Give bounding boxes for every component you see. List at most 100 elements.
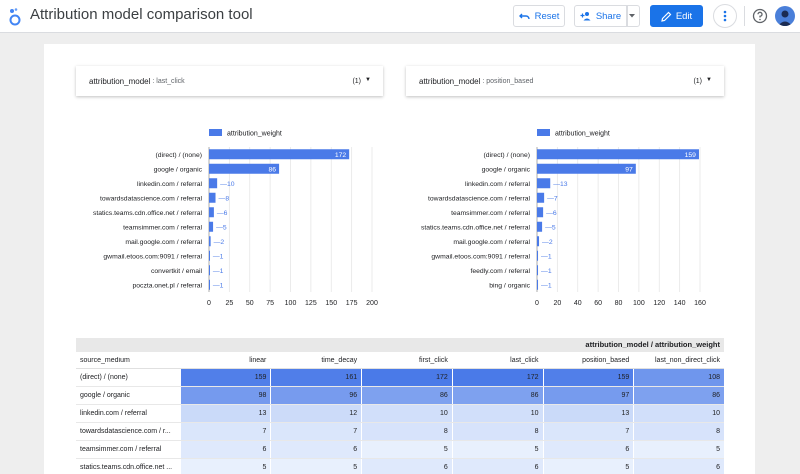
- category-label: gwmail.etoos.com:9091 / referral: [431, 253, 530, 260]
- column-header[interactable]: linear: [249, 356, 267, 364]
- value-cell: 6: [543, 441, 634, 458]
- value-cell: 7: [271, 423, 362, 440]
- data-label: —1: [213, 282, 224, 289]
- category-label: linkedin.com / referral: [137, 181, 202, 188]
- data-label: —13: [553, 181, 568, 188]
- bar: [209, 149, 350, 160]
- category-label: linkedin.com / referral: [465, 181, 530, 188]
- more-vert-icon: [723, 10, 727, 22]
- column-header[interactable]: last_click: [510, 356, 539, 364]
- table-header-row: source_medium linear time_decay first_click…: [76, 352, 724, 369]
- column-header[interactable]: source_medium: [80, 356, 130, 364]
- more-options-button[interactable]: [713, 4, 737, 28]
- header-divider: [744, 6, 745, 26]
- report-canvas: attribution_model: last_click (1) ▼ attr…: [44, 44, 755, 474]
- value-cell: 12: [271, 405, 362, 422]
- bar: [537, 221, 543, 232]
- x-tick-label: 0: [535, 300, 539, 307]
- table-row: linkedin.com / referral 13 12 10 10 13 10: [76, 405, 724, 423]
- bar: [209, 236, 211, 247]
- value-cell: 10: [452, 405, 543, 422]
- help-icon[interactable]: [752, 8, 768, 24]
- category-label: convertkit / email: [151, 268, 202, 275]
- value-cell: 6: [634, 459, 724, 474]
- category-label: google / organic: [482, 166, 531, 173]
- caret-down-icon: [628, 14, 635, 18]
- x-tick-label: 120: [653, 300, 665, 307]
- value-cell: 161: [271, 369, 362, 386]
- legend-swatch: [209, 129, 222, 136]
- bar: [537, 149, 699, 160]
- column-header[interactable]: first_click: [419, 356, 448, 364]
- x-tick-label: 20: [553, 300, 561, 307]
- data-label: 172: [335, 152, 347, 159]
- value-cell: 6: [452, 459, 543, 474]
- looker-studio-logo-icon: [9, 8, 21, 26]
- data-label: —1: [541, 282, 552, 289]
- filter-count: (1): [352, 77, 361, 85]
- value-cell: 10: [634, 405, 724, 422]
- value-cell: 6: [362, 459, 452, 474]
- edit-label: Edit: [675, 10, 693, 22]
- filter-control-last-click[interactable]: attribution_model: last_click (1) ▼: [76, 66, 383, 96]
- value-cell: 172: [452, 369, 543, 386]
- source-medium-cell: google / organic: [80, 392, 130, 399]
- value-cell: 5: [452, 441, 543, 458]
- share-dropdown-button[interactable]: [627, 5, 640, 27]
- category-label: (direct) / (none): [156, 152, 202, 159]
- category-label: mail.google.com / referral: [453, 239, 530, 246]
- category-label: gwmail.etoos.com:9091 / referral: [103, 253, 202, 260]
- x-tick-label: 50: [246, 300, 254, 307]
- value-cell: 6: [271, 441, 362, 458]
- column-header[interactable]: time_decay: [321, 356, 358, 364]
- x-tick-label: 75: [266, 300, 274, 307]
- source-medium-cell: statics.teams.cdn.office.net ...: [80, 464, 173, 471]
- data-label: 159: [685, 152, 697, 159]
- filter-value: : position_based: [482, 77, 534, 85]
- category-label: bing / organic: [489, 282, 530, 289]
- column-header[interactable]: last_non_direct_click: [655, 356, 720, 364]
- category-label: google / organic: [154, 166, 203, 173]
- column-header[interactable]: position_based: [582, 356, 630, 364]
- legend-label: attribution_weight: [555, 131, 610, 138]
- category-label: statics.teams.cdn.office.net / referral: [421, 224, 531, 231]
- category-label: towardsdatascience.com / referral: [100, 195, 202, 202]
- category-label: teamsimmer.com / referral: [451, 210, 530, 217]
- bar: [209, 178, 218, 189]
- value-cell: 5: [634, 441, 724, 458]
- add-person-icon: [580, 12, 591, 21]
- x-tick-label: 100: [285, 300, 297, 307]
- value-cell: 5: [362, 441, 452, 458]
- share-button[interactable]: Share: [574, 5, 627, 27]
- edit-button[interactable]: Edit: [650, 5, 703, 27]
- bar: [209, 221, 214, 232]
- value-cell: 159: [180, 369, 271, 386]
- value-cell: 5: [180, 459, 271, 474]
- value-cell: 8: [634, 423, 724, 440]
- user-avatar[interactable]: [775, 6, 795, 26]
- table-row: statics.teams.cdn.office.net ... 5 5 6 6 5 6: [76, 459, 724, 474]
- data-label: 86: [269, 166, 277, 173]
- x-tick-label: 100: [633, 300, 645, 307]
- value-cell: 10: [362, 405, 452, 422]
- bar: [209, 207, 214, 218]
- category-label: towardsdatascience.com / referral: [428, 195, 530, 202]
- data-label: —10: [220, 181, 235, 188]
- bar: [537, 178, 551, 189]
- value-cell: 86: [362, 387, 452, 404]
- category-label: statics.teams.cdn.office.net / referral: [93, 210, 203, 217]
- value-cell: 172: [362, 369, 452, 386]
- bar: [209, 265, 210, 276]
- filter-count: (1): [693, 77, 702, 85]
- data-label: —7: [547, 195, 558, 202]
- filter-control-position-based[interactable]: attribution_model: position_based (1) ▼: [406, 66, 724, 96]
- data-label: —8: [219, 195, 230, 202]
- value-cell: 96: [271, 387, 362, 404]
- table-row: towardsdatascience.com / r... 7 7 8 8 7 8: [76, 423, 724, 441]
- data-label: —1: [541, 268, 552, 275]
- reset-button[interactable]: Reset: [513, 5, 565, 27]
- bar: [209, 163, 280, 174]
- data-label: —1: [213, 268, 224, 275]
- bar: [537, 236, 540, 247]
- category-label: teamsimmer.com / referral: [123, 224, 202, 231]
